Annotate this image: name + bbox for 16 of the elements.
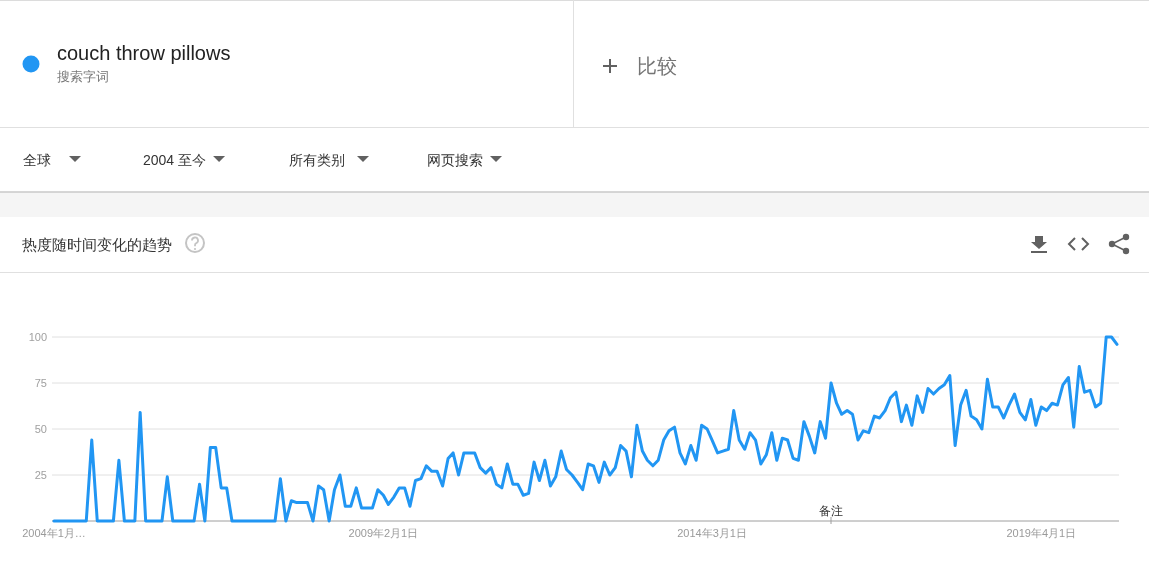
- text: 比较: [637, 55, 677, 77]
- text: 网页搜索: [427, 152, 483, 168]
- legend-label: couch throw pillows: [57, 42, 231, 64]
- y-tick-label: 25: [34, 469, 47, 481]
- text: 所有类别: [289, 152, 345, 168]
- text: 全球: [23, 152, 51, 168]
- x-tick-label: 2009年2月1日: [348, 527, 419, 539]
- y-tick-label: 50: [34, 423, 47, 435]
- y-tick-label: 75: [34, 377, 47, 389]
- y-tick-label: 100: [28, 331, 47, 343]
- chart-title: 热度随时间变化的趋势: [22, 236, 172, 253]
- annotation: 备注: [819, 504, 843, 518]
- x-tick-label: 2019年4月1日: [1006, 527, 1077, 539]
- x-tick-label: 2014年3月1日: [677, 527, 747, 539]
- text: 2004 至今: [143, 152, 207, 168]
- x-tick-label: 2004年1月…: [22, 527, 86, 539]
